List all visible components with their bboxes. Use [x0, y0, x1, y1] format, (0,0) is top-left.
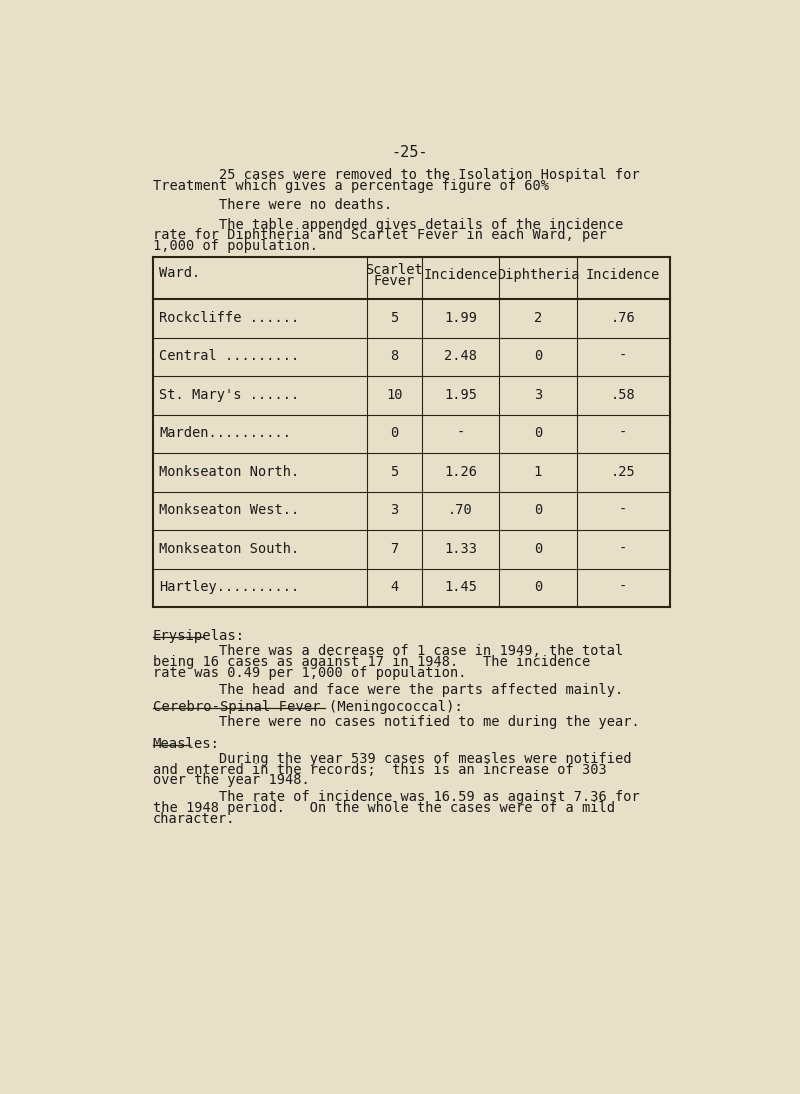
Text: 1,000 of population.: 1,000 of population.: [153, 240, 318, 253]
Text: -25-: -25-: [392, 146, 428, 160]
Text: 5: 5: [390, 311, 398, 325]
Text: There were no deaths.: There were no deaths.: [153, 198, 392, 212]
Text: 0: 0: [534, 349, 542, 363]
Text: Central .........: Central .........: [159, 349, 299, 363]
Text: rate for Diphtheria and Scarlet Fever in each Ward, per: rate for Diphtheria and Scarlet Fever in…: [153, 229, 606, 242]
Text: 0: 0: [534, 580, 542, 594]
Text: .70: .70: [448, 503, 473, 517]
Text: Scarlet: Scarlet: [366, 263, 423, 277]
Text: -: -: [619, 580, 627, 594]
Text: 1.45: 1.45: [444, 580, 477, 594]
Text: Measles:: Measles:: [153, 736, 220, 750]
Text: Ward.: Ward.: [159, 266, 200, 280]
Text: St. Mary's ......: St. Mary's ......: [159, 387, 299, 401]
Text: 1: 1: [534, 465, 542, 479]
Text: 1.95: 1.95: [444, 387, 477, 401]
Text: Monkseaton North.: Monkseaton North.: [159, 465, 299, 479]
Text: 7: 7: [390, 542, 398, 556]
Text: character.: character.: [153, 812, 235, 826]
Text: -: -: [619, 503, 627, 517]
Text: During the year 539 cases of measles were notified: During the year 539 cases of measles wer…: [153, 752, 631, 766]
Text: 3: 3: [534, 387, 542, 401]
Text: 8: 8: [390, 349, 398, 363]
Text: .58: .58: [610, 387, 635, 401]
Text: 25 cases were removed to the Isolation Hospital for: 25 cases were removed to the Isolation H…: [153, 168, 639, 183]
Text: The table appended gives details of the incidence: The table appended gives details of the …: [153, 218, 623, 232]
Text: Hartley..........: Hartley..........: [159, 580, 299, 594]
Text: 0: 0: [390, 427, 398, 440]
Text: and entered in the records;  this is an increase of 303: and entered in the records; this is an i…: [153, 763, 606, 777]
Text: Diphtheria: Diphtheria: [497, 268, 579, 281]
Text: 4: 4: [390, 580, 398, 594]
Text: 2: 2: [534, 311, 542, 325]
Text: -: -: [619, 427, 627, 440]
Text: The rate of incidence was 16.59 as against 7.36 for: The rate of incidence was 16.59 as again…: [153, 790, 639, 804]
Text: There were no cases notified to me during the year.: There were no cases notified to me durin…: [153, 715, 639, 729]
Text: Cerebro-Spinal Fever (Meningococcal):: Cerebro-Spinal Fever (Meningococcal):: [153, 699, 462, 713]
Text: 3: 3: [390, 503, 398, 517]
Text: the 1948 period.   On the whole the cases were of a mild: the 1948 period. On the whole the cases …: [153, 801, 614, 815]
Text: 1.33: 1.33: [444, 542, 477, 556]
Text: Rockcliffe ......: Rockcliffe ......: [159, 311, 299, 325]
Text: being 16 cases as against 17 in 1948.   The incidence: being 16 cases as against 17 in 1948. Th…: [153, 655, 590, 668]
Text: The head and face were the parts affected mainly.: The head and face were the parts affecte…: [153, 683, 623, 697]
Text: Fever: Fever: [374, 274, 415, 288]
Text: 1.26: 1.26: [444, 465, 477, 479]
Text: -: -: [619, 542, 627, 556]
Text: rate was 0.49 per 1,000 of population.: rate was 0.49 per 1,000 of population.: [153, 665, 466, 679]
Text: 0: 0: [534, 503, 542, 517]
Text: Marden..........: Marden..........: [159, 427, 291, 440]
Text: .25: .25: [610, 465, 635, 479]
Text: Erysipelas:: Erysipelas:: [153, 629, 245, 642]
Text: There was a decrease of 1 case in 1949, the total: There was a decrease of 1 case in 1949, …: [153, 644, 623, 659]
Text: over the year 1948.: over the year 1948.: [153, 773, 310, 788]
Text: 0: 0: [534, 427, 542, 440]
Text: 10: 10: [386, 387, 402, 401]
Text: 5: 5: [390, 465, 398, 479]
Text: 0: 0: [534, 542, 542, 556]
Text: Monkseaton South.: Monkseaton South.: [159, 542, 299, 556]
Text: 2.48: 2.48: [444, 349, 477, 363]
Text: Monkseaton West..: Monkseaton West..: [159, 503, 299, 517]
Text: .76: .76: [610, 311, 635, 325]
Text: Incidence: Incidence: [586, 268, 660, 281]
Text: 1.99: 1.99: [444, 311, 477, 325]
Text: -: -: [456, 427, 465, 440]
Text: -: -: [619, 349, 627, 363]
Text: Treatment which gives a percentage figure of 60%: Treatment which gives a percentage figur…: [153, 179, 549, 193]
Text: Incidence: Incidence: [423, 268, 498, 281]
